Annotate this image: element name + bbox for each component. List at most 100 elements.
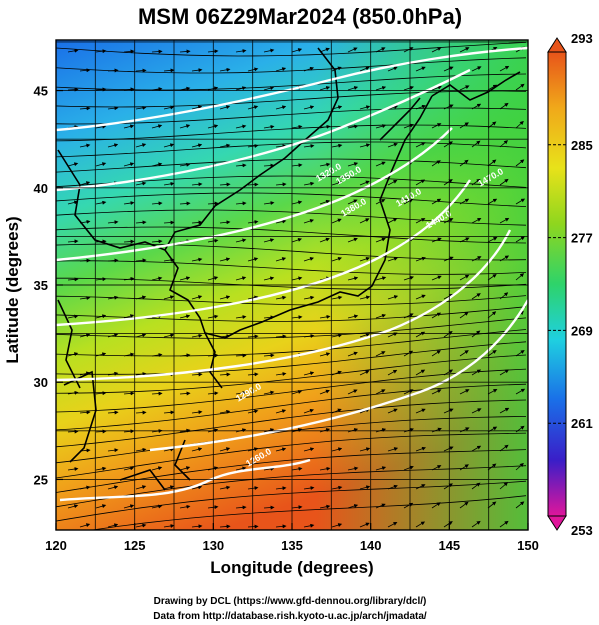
wind-arrow bbox=[191, 524, 203, 529]
wind-arrow bbox=[95, 239, 107, 244]
wind-arrow bbox=[135, 372, 147, 377]
wind-arrow bbox=[403, 85, 415, 91]
wind-arrow bbox=[359, 66, 370, 72]
wind-arrow bbox=[487, 501, 497, 509]
wind-arrow bbox=[375, 161, 386, 167]
wind-arrow bbox=[67, 314, 79, 319]
wind-arrow bbox=[303, 144, 315, 149]
colorbar-ticks: 293 285 277 269 261 253 bbox=[548, 31, 593, 538]
wind-arrow bbox=[319, 199, 331, 205]
wind-arrow bbox=[135, 447, 147, 452]
wind-arrow bbox=[207, 124, 219, 129]
wind-arrow bbox=[487, 311, 497, 319]
wind-arrow bbox=[319, 86, 331, 91]
y-tick-label: 30 bbox=[34, 375, 48, 390]
wind-arrow bbox=[235, 201, 247, 206]
wind-arrow bbox=[515, 273, 525, 281]
wind-arrow bbox=[263, 163, 275, 168]
wind-arrow bbox=[163, 257, 175, 262]
colorbar-tick-label: 277 bbox=[571, 231, 593, 246]
wind-arrow bbox=[123, 49, 135, 54]
wind-arrow bbox=[191, 220, 203, 225]
wind-arrow bbox=[107, 448, 119, 453]
x-tick-label: 130 bbox=[202, 538, 224, 553]
wind-arrow bbox=[107, 258, 119, 263]
wind-arrow bbox=[459, 159, 469, 167]
wind-arrow bbox=[487, 159, 497, 167]
wind-arrow bbox=[207, 49, 219, 54]
wind-arrow bbox=[515, 349, 525, 357]
wind-arrow bbox=[123, 124, 135, 129]
x-tick-label: 140 bbox=[360, 538, 382, 553]
wind-arrow bbox=[291, 200, 303, 205]
wind-arrow bbox=[359, 256, 371, 262]
wind-arrow bbox=[347, 389, 358, 395]
wind-arrow bbox=[107, 485, 119, 490]
wind-arrow bbox=[191, 295, 203, 300]
wind-arrow bbox=[163, 295, 175, 300]
wind-arrow bbox=[275, 371, 287, 376]
wind-arrow bbox=[107, 143, 119, 148]
wind-arrow bbox=[219, 295, 231, 300]
wind-arrow bbox=[135, 68, 147, 73]
wind-arrow bbox=[219, 409, 231, 414]
wind-arrow bbox=[499, 369, 510, 376]
wind-arrow bbox=[191, 68, 203, 73]
x-tick-label: 145 bbox=[438, 538, 460, 553]
wind-arrow bbox=[107, 410, 119, 415]
wind-arrow bbox=[415, 142, 426, 148]
wind-arrow bbox=[179, 276, 191, 281]
wind-arrow bbox=[359, 447, 371, 452]
wind-arrow bbox=[107, 106, 119, 111]
streamline bbox=[56, 399, 527, 448]
y-axis-label: Latitude (degrees) bbox=[3, 216, 22, 363]
wind-arrow bbox=[375, 389, 386, 395]
streamline bbox=[56, 141, 527, 158]
x-tick-label: 120 bbox=[45, 538, 67, 553]
wind-arrow bbox=[499, 217, 510, 224]
wind-arrow bbox=[163, 485, 175, 490]
wind-arrow bbox=[107, 220, 119, 225]
wind-arrow bbox=[79, 410, 91, 415]
wind-arrow bbox=[459, 47, 470, 53]
wind-arrow bbox=[387, 408, 398, 414]
wind-arrow bbox=[303, 447, 315, 452]
wind-arrow bbox=[471, 66, 482, 72]
wind-arrow bbox=[487, 463, 497, 471]
wind-arrow bbox=[67, 200, 79, 205]
wind-arrow bbox=[431, 237, 442, 243]
wind-arrow bbox=[123, 239, 135, 244]
wind-arrow bbox=[263, 238, 275, 243]
wind-arrow bbox=[499, 520, 509, 528]
wind-arrow bbox=[135, 333, 147, 338]
wind-arrow bbox=[387, 218, 398, 224]
streamline bbox=[56, 90, 527, 108]
wind-arrow bbox=[263, 505, 275, 510]
streamline bbox=[56, 341, 527, 375]
wind-arrow bbox=[219, 257, 231, 262]
wind-arrow bbox=[375, 199, 386, 205]
wind-arrow bbox=[415, 446, 427, 452]
wind-arrow bbox=[163, 105, 175, 110]
wind-arrow bbox=[303, 371, 315, 376]
wind-arrow bbox=[235, 276, 247, 281]
wind-arrow bbox=[191, 143, 203, 148]
wind-arrow bbox=[151, 504, 163, 509]
wind-arrow bbox=[347, 124, 359, 129]
wind-arrow bbox=[303, 295, 315, 300]
wind-arrow bbox=[151, 49, 163, 54]
wind-arrow bbox=[431, 198, 442, 205]
wind-arrow bbox=[275, 144, 287, 149]
height-contours bbox=[56, 46, 528, 502]
wind-arrow bbox=[415, 484, 426, 490]
wind-arrow bbox=[107, 333, 119, 338]
wind-arrow bbox=[331, 105, 343, 110]
streamline bbox=[56, 57, 527, 74]
wind-arrow bbox=[107, 523, 119, 528]
streamline bbox=[56, 192, 527, 207]
wind-arrow bbox=[207, 276, 219, 281]
wind-arrow bbox=[415, 408, 426, 414]
wind-arrow bbox=[375, 276, 387, 281]
wind-arrow bbox=[387, 256, 399, 262]
wind-arrow bbox=[459, 350, 469, 357]
